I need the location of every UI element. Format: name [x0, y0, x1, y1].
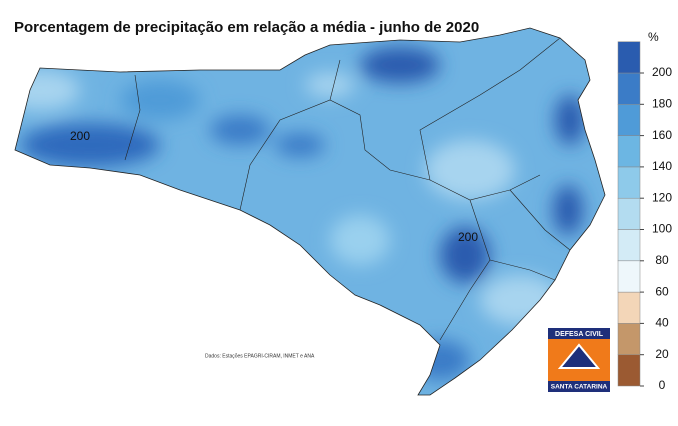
legend-unit: %: [648, 30, 659, 44]
tick-label: 80: [655, 253, 669, 267]
color-box: [617, 260, 641, 293]
map: [15, 28, 605, 395]
tick-label: 60: [655, 284, 669, 298]
title: Porcentagem de precipitação em relação a…: [14, 19, 479, 36]
colorbar: 0 20 40 60 80 100 120 140 160 180 200: [617, 41, 672, 392]
tick-label: 40: [655, 316, 669, 330]
color-box: [617, 354, 641, 387]
color-box: [617, 291, 641, 324]
tick-label: 100: [652, 222, 672, 236]
color-box: [617, 323, 641, 355]
logo-top: DEFESA CIVIL: [555, 331, 604, 338]
logo-bottom: SANTA CATARINA: [551, 384, 608, 391]
tick-label: 140: [652, 159, 672, 173]
tick-label: 20: [655, 347, 669, 361]
color-box: [617, 166, 641, 199]
tick-label: 200: [652, 65, 672, 79]
color-box: [617, 41, 641, 74]
color-box: [617, 104, 641, 136]
tick-label: 160: [652, 128, 672, 142]
source: Dados: Estações EPAGRI-CIRAM, INMET e AN…: [205, 353, 315, 359]
color-box: [617, 72, 641, 105]
contour-label: 200: [70, 129, 90, 143]
contour-label: 200: [458, 230, 478, 244]
region-borders: [124, 37, 571, 341]
logo: DEFESA CIVIL SANTA CATARINA: [548, 328, 610, 392]
tick-label: 120: [652, 190, 672, 204]
tick-label: 180: [652, 96, 672, 110]
tick-label: 0: [659, 378, 666, 392]
color-box: [617, 135, 641, 168]
color-box: [617, 229, 641, 262]
color-box: [617, 197, 641, 230]
